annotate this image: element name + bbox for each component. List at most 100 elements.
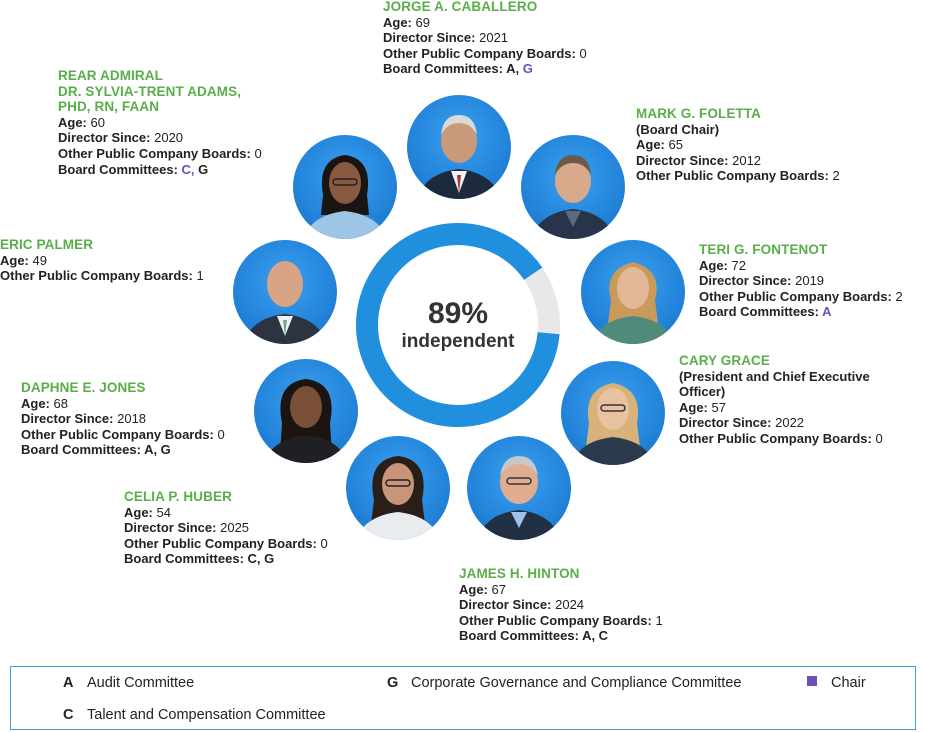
director-name: MARK G. FOLETTA [636, 106, 761, 121]
portrait-fontenot [581, 240, 685, 344]
director-adams: REAR ADMIRAL DR. SYLVIA-TRENT ADAMS, PHD… [58, 68, 262, 177]
director-jones: DAPHNE E. JONES Age: 68 Director Since: … [21, 380, 225, 458]
portrait-foletta [521, 135, 625, 239]
age-value: 72 [731, 257, 746, 273]
director-since-value: 2021 [479, 30, 509, 46]
director-since-label: Director Since: [21, 411, 114, 427]
committee-chair-value: G [522, 61, 533, 77]
chair-square-icon [807, 676, 817, 686]
director-since-label: Director Since: [58, 130, 151, 146]
portrait-jones [254, 359, 358, 463]
portrait-hinton [467, 436, 571, 540]
legend-label-compensation: Talent and Compensation Committee [87, 707, 326, 723]
legend-label-chair: Chair [831, 675, 866, 691]
director-name-line1: REAR ADMIRAL [58, 68, 163, 83]
committees-value: C, G [247, 551, 275, 567]
director-since-value: 2025 [220, 520, 250, 536]
other-boards-value: 1 [196, 268, 204, 284]
director-name: DAPHNE E. JONES [21, 380, 146, 395]
director-since-value: 2019 [795, 273, 825, 289]
director-role-note-line2: Officer) [679, 384, 726, 400]
committees-value: A, C [582, 628, 609, 644]
portrait-adams [293, 135, 397, 239]
donut-independent-arc [356, 223, 560, 427]
director-name: TERI G. FONTENOT [699, 242, 828, 257]
committee-legend: A Audit Committee G Corporate Governance a… [10, 666, 916, 730]
independence-percent: 89% [427, 297, 489, 330]
director-since-label: Director Since: [459, 597, 552, 613]
portrait-caballero [407, 95, 511, 199]
age-value: 65 [668, 137, 683, 153]
committees-value: A, [506, 61, 520, 77]
age-label: Age: [679, 399, 708, 415]
director-since-value: 2024 [555, 597, 585, 613]
director-name: JORGE A. CABALLERO [383, 0, 538, 14]
other-boards-label: Other Public Company Boards: [459, 612, 652, 628]
legend-governance: G Corporate Governance and Compliance Com… [387, 675, 741, 691]
director-since-value: 2018 [117, 411, 147, 427]
committees-label: Board Committees: [699, 304, 819, 320]
donut-center: 89% independent [355, 222, 561, 428]
age-label: Age: [383, 14, 412, 30]
director-name-line2: DR. SYLVIA-TRENT ADAMS, [58, 83, 242, 99]
committees-label: Board Committees: [383, 61, 503, 77]
director-grace: CARY GRACE (President and Chief Executiv… [679, 353, 883, 447]
other-boards-value: 0 [217, 426, 225, 442]
other-boards-label: Other Public Company Boards: [21, 426, 214, 442]
age-label: Age: [459, 581, 488, 597]
portrait-palmer [233, 240, 337, 344]
other-boards-label: Other Public Company Boards: [0, 268, 193, 284]
age-label: Age: [636, 137, 665, 153]
age-value: 60 [90, 114, 105, 130]
independence-donut [356, 223, 560, 427]
director-caballero: JORGE A. CABALLERO Age: 69 Director Sinc… [383, 0, 587, 77]
portrait-grace [561, 361, 665, 465]
committee-chair-value: C, [181, 161, 195, 177]
age-value: 54 [156, 504, 171, 520]
other-boards-label: Other Public Company Boards: [679, 430, 872, 446]
other-boards-value: 0 [320, 535, 328, 551]
legend-chair: Chair [807, 675, 866, 691]
age-value: 49 [32, 252, 47, 268]
director-name: JAMES H. HINTON [459, 566, 580, 581]
portrait-huber [346, 436, 450, 540]
committee-chair-value: A [822, 304, 832, 320]
director-role-note-line1: (President and Chief Executive [679, 368, 870, 384]
director-since-label: Director Since: [699, 273, 792, 289]
legend-key-c: C [63, 707, 74, 723]
director-palmer: ERIC PALMER Age: 49 Other Public Company… [0, 237, 204, 284]
other-boards-value: 0 [254, 145, 262, 161]
director-since-label: Director Since: [124, 520, 217, 536]
age-label: Age: [21, 395, 50, 411]
legend-key-a: A [63, 675, 74, 691]
other-boards-label: Other Public Company Boards: [383, 45, 576, 61]
age-label: Age: [124, 504, 153, 520]
other-boards-value: 1 [655, 612, 663, 628]
other-boards-value: 0 [875, 430, 883, 446]
age-value: 67 [491, 581, 506, 597]
independence-label: independent [401, 331, 515, 352]
director-foletta: MARK G. FOLETTA (Board Chair) Age: 65 Di… [636, 106, 840, 184]
director-since-label: Director Since: [679, 415, 772, 431]
legend-label-audit: Audit Committee [87, 675, 195, 691]
other-boards-value: 0 [579, 45, 587, 61]
age-label: Age: [699, 257, 728, 273]
age-value: 69 [415, 14, 430, 30]
director-since-value: 2020 [154, 130, 184, 146]
director-since-value: 2022 [775, 415, 805, 431]
committees-label: Board Committees: [21, 442, 141, 458]
age-label: Age: [0, 252, 29, 268]
director-name: CARY GRACE [679, 353, 771, 368]
age-value: 57 [711, 399, 726, 415]
committees-label: Board Committees: [459, 628, 579, 644]
other-boards-label: Other Public Company Boards: [636, 168, 829, 184]
director-hinton: JAMES H. HINTON Age: 67 Director Since: … [459, 566, 663, 644]
other-boards-value: 2 [895, 288, 903, 304]
director-name: ERIC PALMER [0, 237, 94, 252]
age-label: Age: [58, 114, 87, 130]
director-since-label: Director Since: [636, 152, 729, 168]
committees-value: G [198, 161, 209, 177]
legend-audit: A Audit Committee [63, 675, 194, 691]
director-name: CELIA P. HUBER [124, 489, 232, 504]
committees-label: Board Committees: [124, 551, 244, 567]
